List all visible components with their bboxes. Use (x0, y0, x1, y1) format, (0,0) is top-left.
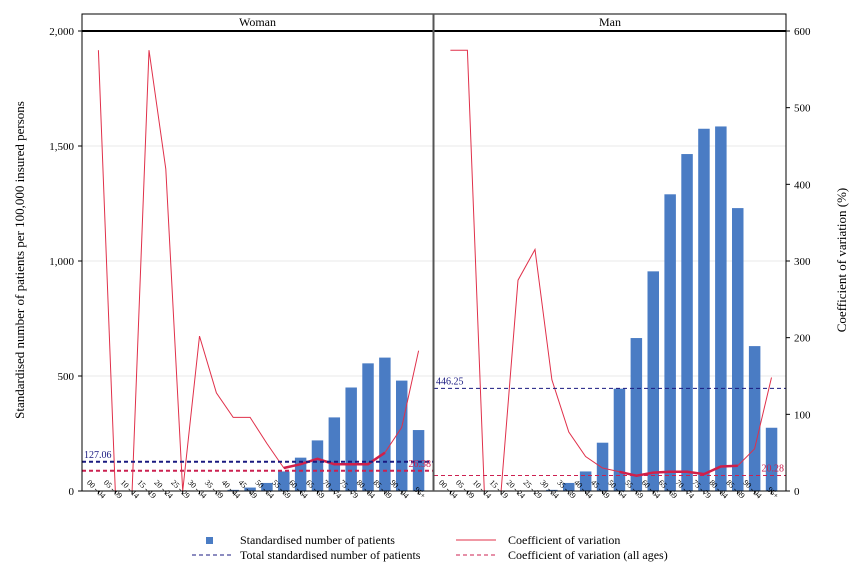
y-left-tick-label: 1,500 (49, 141, 74, 153)
panel-title: Woman (239, 15, 276, 29)
ref-total-label: 127.06 (84, 450, 112, 461)
cv-line-bold-woman (283, 451, 386, 470)
ref-total-label: 446.25 (436, 376, 464, 387)
bar-man-10 (613, 388, 626, 491)
y-right-tick-label: 0 (794, 486, 800, 498)
bar-woman-17 (379, 357, 391, 491)
chart-axes: 0 500 1,000 1,500 2,000 0 100 200 300 400 500 600 (49, 14, 811, 498)
bar-man-12 (647, 271, 659, 491)
y-right-tick-label: 400 (794, 179, 811, 191)
y-axis-right-title: Coefficient of variation (%) (834, 188, 849, 333)
bar-man-17 (732, 208, 744, 491)
y-left-tick-label: 1,000 (49, 256, 74, 268)
bar-man-7 (563, 482, 575, 491)
bar-man-13 (664, 194, 676, 492)
y-right-tick-label: 500 (794, 103, 811, 115)
bar-man-6 (546, 489, 558, 491)
bar-man-18 (748, 346, 761, 491)
bar-woman-11 (278, 471, 290, 491)
bar-woman-15 (345, 387, 357, 491)
ref-cv-label: 20.28 (762, 463, 785, 474)
bar-woman-10 (261, 482, 273, 491)
bar-woman-9 (244, 487, 256, 491)
legend-line-label: Coefficient of variation (508, 533, 620, 547)
y-left-tick-label: 500 (58, 371, 75, 383)
y-left-tick-label: 2,000 (49, 26, 74, 38)
bar-woman-12 (294, 457, 307, 491)
y-right-tick-label: 200 (794, 333, 811, 345)
bar-woman-16 (362, 363, 374, 491)
bar-man-9 (596, 442, 609, 491)
y-right-tick-label: 100 (794, 409, 811, 421)
bar-man-15 (698, 128, 710, 491)
bar-man-11 (630, 338, 643, 491)
y-right-tick-label: 300 (794, 256, 811, 268)
y-axis-left-title: Standardised number of patients per 100,… (12, 101, 27, 419)
y-left-tick-label: 0 (69, 486, 75, 498)
legend-bar-swatch (206, 537, 213, 544)
legend-cv-ref-label: Coefficient of variation (all ages) (508, 548, 668, 562)
bar-man-14 (681, 154, 693, 492)
bar-woman-18 (395, 380, 408, 491)
bar-woman-14 (328, 417, 341, 491)
bar-man-19 (765, 427, 778, 491)
ref-cv-label: 26.38 (409, 459, 432, 470)
bar-man-16 (715, 126, 727, 491)
legend-bars-label: Standardised number of patients (240, 533, 395, 547)
y-right-tick-label: 600 (794, 26, 811, 38)
legend: Standardised number of patients Coeffici… (192, 533, 668, 562)
bar-woman-13 (311, 440, 324, 491)
panel-title: Man (599, 15, 621, 29)
bar-woman-19 (412, 430, 425, 491)
legend-total-ref-label: Total standardised number of patients (240, 548, 421, 562)
bar-woman-8 (227, 489, 239, 491)
bar-man-8 (579, 471, 592, 491)
